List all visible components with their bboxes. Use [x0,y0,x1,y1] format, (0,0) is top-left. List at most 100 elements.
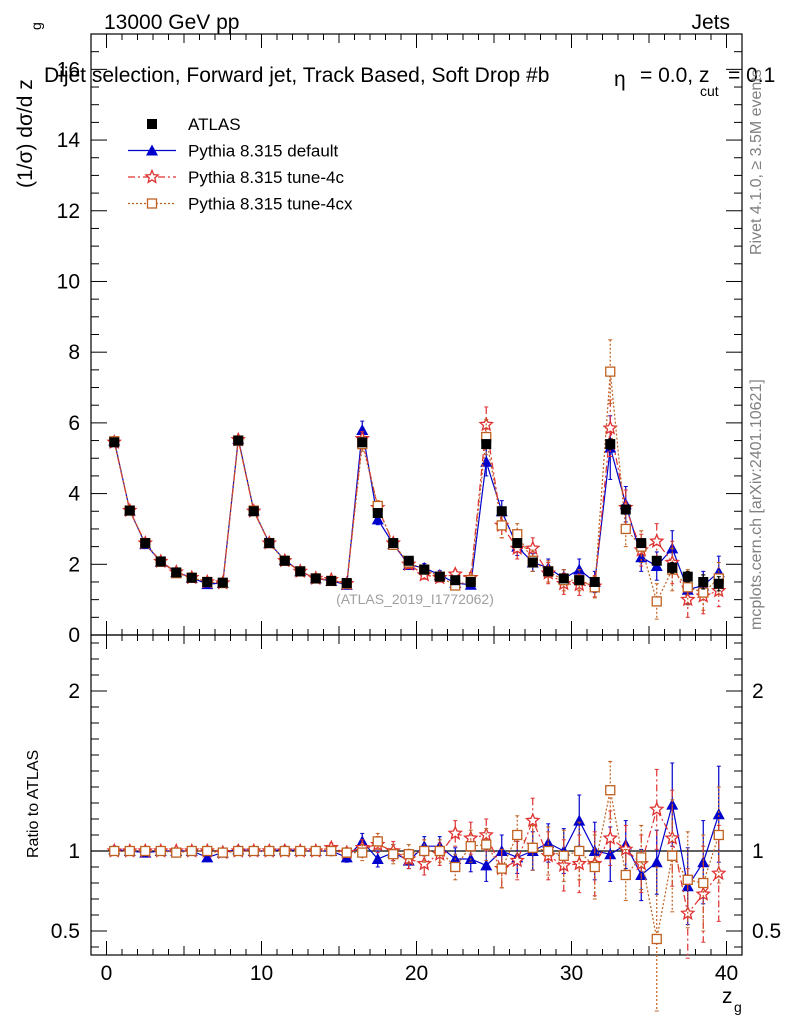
marker-atlas [140,538,151,549]
marker-atlas [589,576,600,587]
marker-tune-4cx [605,785,616,796]
marker-default [573,814,586,826]
series-pythia-8-315-default [108,762,725,926]
marker-atlas [403,555,414,566]
ratio-axes: 0 10 20 30 40 0.5 0.5 1 1 2 2 [51,635,781,985]
marker-tune-4cx [140,845,151,857]
group-label: Jets [691,11,730,34]
marker-tune-4cx [558,850,569,861]
marker-tune-4cx [233,845,244,857]
series-pythia-8-315-default [108,415,725,605]
marker-tune-4c [602,420,618,435]
marker-tune-4cx [527,842,538,853]
y-tick-label-right: 1 [752,840,764,863]
marker-atlas [326,575,337,586]
marker-tune-4c [509,852,525,868]
marker-tune-4cx [543,845,554,857]
marker-tune-4cx [403,849,414,860]
marker-atlas [217,577,228,588]
y-tick-label: 14 [57,129,81,152]
main-series [106,339,727,620]
legend: ATLAS Pythia 8.315 default Pythia 8.315 tu… [128,115,353,214]
marker-default [146,144,158,156]
marker-default [712,808,725,820]
marker-tune-4cx [465,841,476,852]
marker-tune-4cx [155,845,166,857]
marker-atlas [465,576,476,587]
marker-default [480,859,493,871]
marker-tune-4c [649,533,665,549]
y-tick-label: 2 [68,553,80,576]
selection-title-main: Dijet selection, Forward jet, Track Base… [44,64,549,87]
legend-label: ATLAS [188,115,241,134]
marker-tune-4cx [713,829,724,841]
marker-tune-4cx [512,829,523,841]
marker-tune-4cx [264,845,275,857]
marker-atlas [434,571,445,582]
marker-atlas [605,439,616,450]
y-tick-label: 12 [57,200,80,223]
main-ylabel-sub: g [28,22,44,30]
mcplots-label: mcplots.cern.ch [arXiv:2401.10621] [748,379,765,630]
marker-tune-4cx [636,852,647,863]
marker-tune-4cx [202,845,213,857]
x-tick-label: 20 [405,962,428,985]
marker-tune-4cx [109,845,120,857]
marker-tune-4cx [651,596,662,607]
series-pythia-8-315-tune-4c [106,768,727,959]
marker-atlas [388,538,399,549]
marker-default [604,848,617,860]
y-tick-label: 8 [68,341,80,364]
series-line [114,804,720,888]
xlabel: z [722,985,733,1008]
marker-tune-4c [144,168,160,184]
marker-atlas [279,555,290,566]
marker-tune-4cx [512,529,523,540]
series-line [114,790,720,940]
marker-atlas [527,557,538,568]
marker-default [356,423,369,435]
legend-entry: Pythia 8.315 tune-4cx [128,195,353,214]
y-tick-label: 10 [57,270,80,293]
marker-atlas [481,439,492,450]
marker-tune-4cx [295,845,306,857]
x-tick-label: 0 [101,962,113,985]
marker-tune-4cx [651,933,662,945]
marker-tune-4cx [186,845,197,857]
legend-label: Pythia 8.315 tune-4c [188,168,344,187]
main-axes: 0 2 4 6 8 10 12 14 16 [57,34,742,647]
ratio-ylabel: Ratio to ATLAS [25,750,42,858]
marker-atlas [124,505,135,516]
main-ylabel: (1/σ) dσ/d z g [14,22,44,188]
y-tick-label: 2 [68,680,80,703]
ratio-series [106,760,727,1012]
selection-title-eta: η [614,68,626,91]
marker-tune-4cx [450,861,461,873]
series-line [113,371,720,604]
marker-tune-4c [416,855,432,871]
y-tick-label: 0.5 [51,920,80,943]
rivet-label: Rivet 4.1.0, ≥ 3.5M events [748,69,765,255]
marker-tune-4cx [620,869,631,881]
y-tick-label-right: 0.5 [752,920,781,943]
marker-tune-4cx [589,861,600,873]
legend-label: Pythia 8.315 default [188,142,339,161]
marker-tune-4c [618,841,634,857]
x-tick-label: 40 [715,962,738,985]
main-ylabel-text: (1/σ) dσ/d z [14,79,37,188]
marker-tune-4cx [171,847,182,858]
marker-atlas [558,573,569,584]
marker-default [480,455,493,467]
marker-atlas [248,506,259,517]
marker-tune-4cx [605,366,616,377]
marker-tune-4c [525,812,541,828]
marker-atlas [341,578,352,589]
y-tick-label: 0 [68,624,80,647]
marker-atlas [147,119,157,129]
series-atlas [109,435,724,592]
marker-atlas [450,575,461,586]
marker-default [371,853,384,864]
marker-tune-4cx [341,847,352,858]
legend-entry: ATLAS [147,115,241,134]
